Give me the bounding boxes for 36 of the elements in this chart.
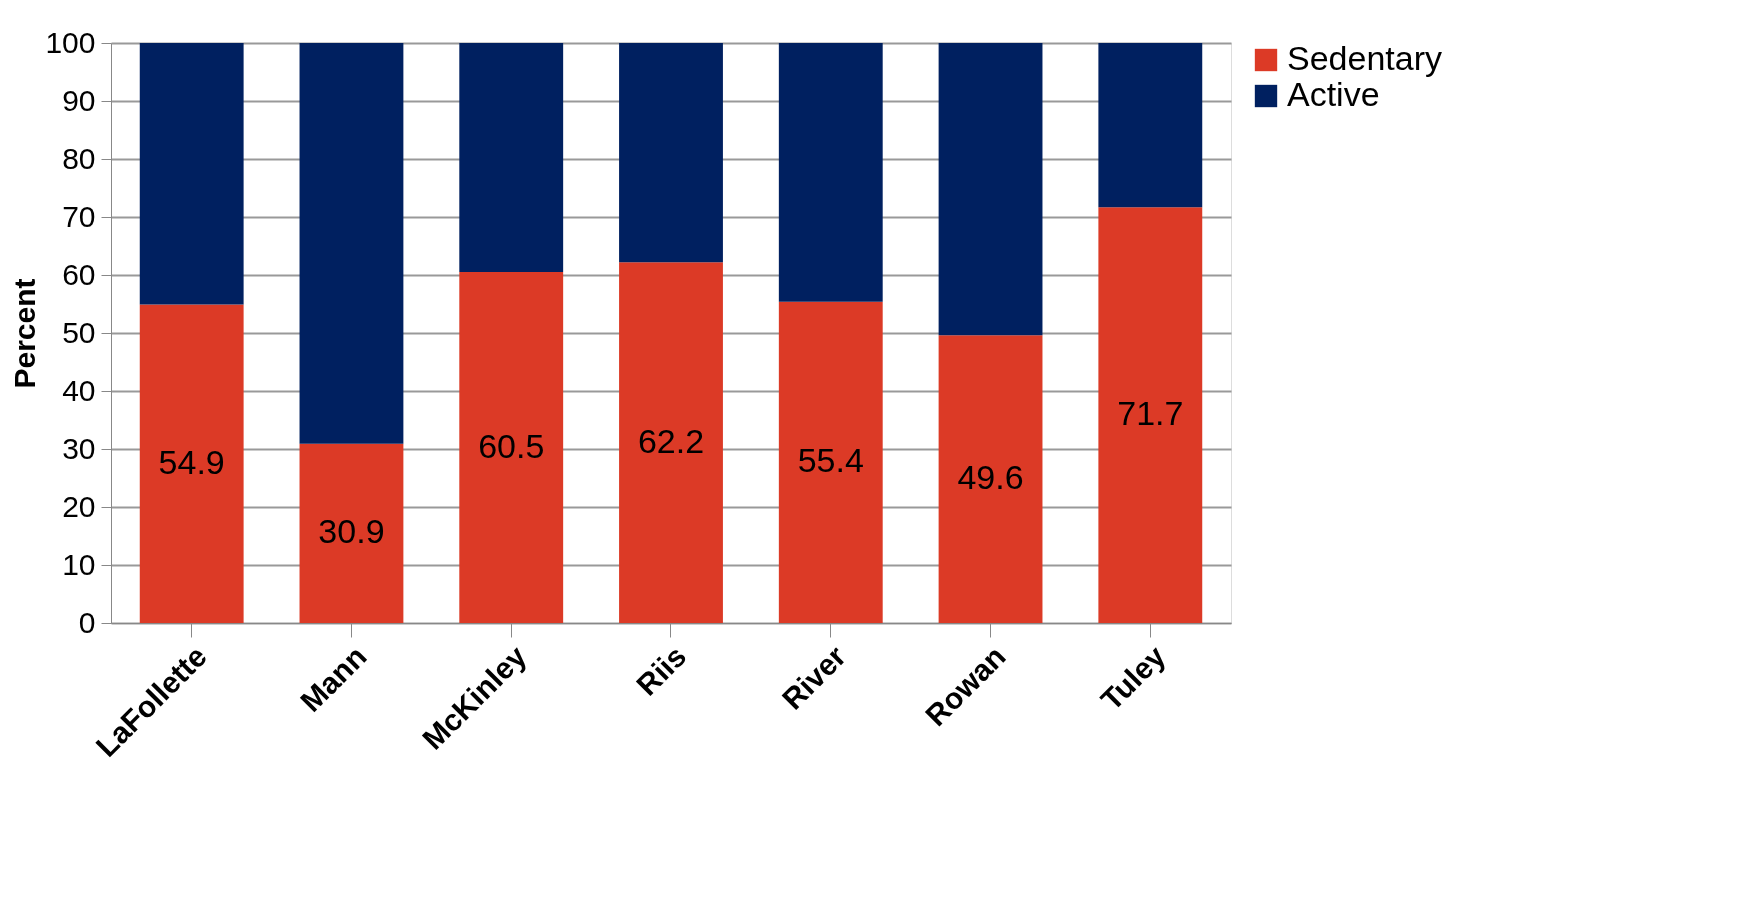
bar — [938, 43, 1043, 336]
data-label: 60.5 — [478, 426, 545, 465]
bar — [139, 43, 244, 305]
y-tick-label: 100 — [45, 25, 96, 59]
data-label: 62.2 — [637, 421, 705, 460]
bar — [778, 43, 883, 302]
y-tick-label: 40 — [62, 373, 96, 407]
y-tick-label: 80 — [62, 141, 96, 175]
y-tick-label: 60 — [62, 257, 96, 291]
legend-label: Sedentary — [1287, 39, 1442, 77]
bar — [619, 43, 723, 263]
data-label: 55.4 — [797, 441, 864, 480]
y-tick-label: 70 — [62, 199, 96, 233]
y-tick-label: 50 — [62, 315, 96, 349]
y-tick-label: 0 — [78, 605, 96, 639]
bar — [459, 272, 564, 623]
data-label: 49.6 — [957, 458, 1024, 497]
x-tick-label: Riis — [629, 639, 693, 702]
bar — [619, 262, 723, 623]
bar — [299, 43, 404, 444]
bar — [938, 335, 1043, 623]
bar — [778, 301, 883, 623]
legend-label: Active — [1287, 75, 1380, 113]
y-tick-label: 10 — [62, 547, 96, 581]
bar — [459, 43, 564, 273]
bar — [1098, 207, 1203, 623]
bar — [139, 304, 244, 623]
y-tick-label: 90 — [62, 83, 96, 117]
data-label: 71.7 — [1117, 394, 1184, 433]
bar — [1098, 43, 1203, 208]
bar — [299, 443, 404, 623]
data-label: 30.9 — [318, 512, 385, 551]
y-axis-title: Percent — [8, 278, 42, 389]
y-tick-label: 30 — [62, 431, 96, 465]
y-tick-label: 20 — [62, 489, 96, 523]
data-label: 54.9 — [158, 442, 225, 481]
